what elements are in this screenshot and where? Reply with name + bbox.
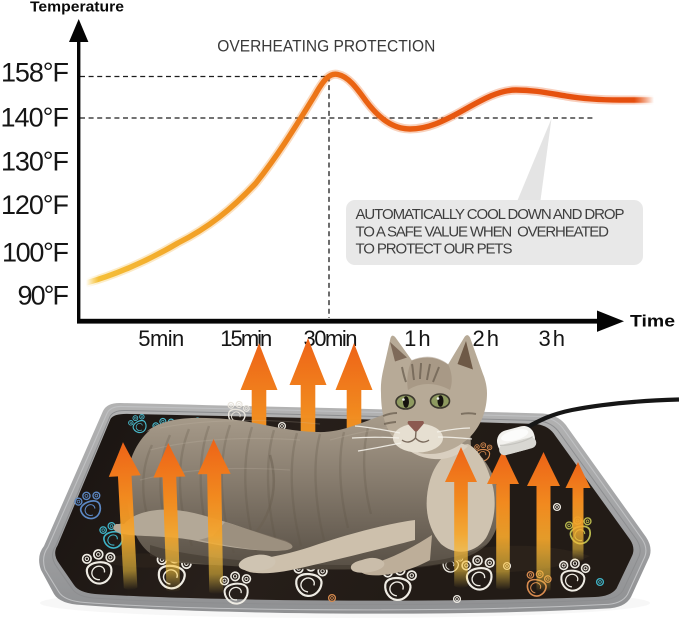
svg-text:OVERHEATING PROTECTION: OVERHEATING PROTECTION [217,37,435,56]
svg-text:TO PROTECT OUR PETS: TO PROTECT OUR PETS [356,241,513,258]
svg-text:Time: Time [630,312,675,331]
svg-text:90°F: 90°F [18,281,70,311]
svg-text:130°F: 130°F [1,147,69,177]
svg-text:AUTOMATICALLY COOL DOWN AND DR: AUTOMATICALLY COOL DOWN AND DROP [356,206,625,223]
svg-text:Temperature: Temperature [30,0,124,16]
svg-text:5min: 5min [138,326,184,351]
svg-text:15min: 15min [220,326,272,351]
svg-text:1h: 1h [404,326,431,351]
svg-text:158°F: 158°F [1,58,69,88]
svg-text:140°F: 140°F [1,103,70,133]
svg-text:100°F: 100°F [2,238,69,268]
svg-text:30min: 30min [304,326,358,351]
svg-text:120°F: 120°F [1,190,69,220]
svg-text:2h: 2h [472,326,499,351]
svg-text:3h: 3h [538,326,565,351]
svg-text:TO A SAFE VALUE WHEN OVERHEAT: TO A SAFE VALUE WHEN OVERHEATED [356,224,610,241]
